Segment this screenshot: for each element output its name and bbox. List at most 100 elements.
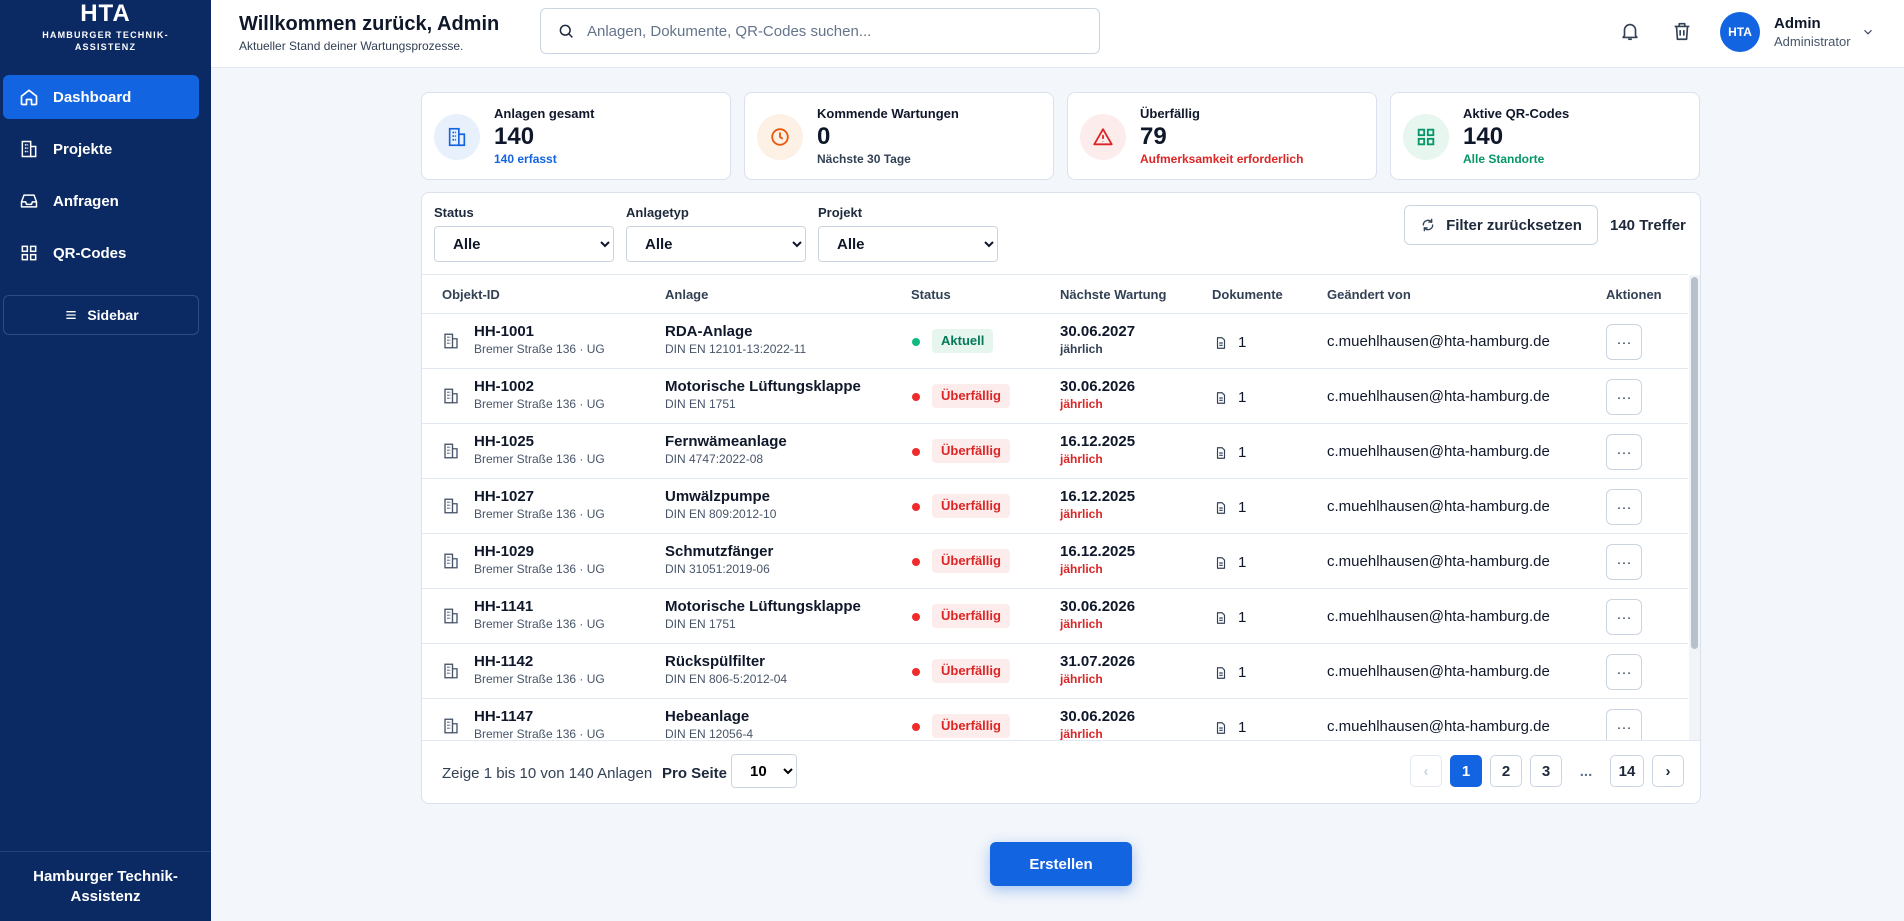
more-actions-button[interactable]: ··· <box>1606 544 1642 580</box>
object-location: Bremer Straße 136 · UG <box>474 397 605 411</box>
next-maintenance-date: 31.07.2026 <box>1060 653 1136 670</box>
stat-value: 0 <box>817 123 831 150</box>
sidebar-item-anfragen[interactable]: Anfragen <box>3 179 199 223</box>
table-row[interactable]: HH-1025 Bremer Straße 136 · UG Fernwämeanl… <box>422 424 1688 479</box>
document-icon <box>1216 611 1226 624</box>
stat-card-qr-codes: Aktive QR-Codes 140 Alle Standorte <box>1390 92 1700 180</box>
next-page-button[interactable]: › <box>1652 755 1684 787</box>
more-actions-button[interactable]: ··· <box>1606 379 1642 415</box>
next-maintenance-date: 30.06.2026 <box>1060 598 1136 615</box>
object-id[interactable]: HH-1141 <box>474 598 534 615</box>
object-id[interactable]: HH-1025 <box>474 433 535 450</box>
object-id[interactable]: HH-1029 <box>474 543 535 560</box>
object-id[interactable]: HH-1147 <box>474 708 534 725</box>
sidebar-item-label: QR-Codes <box>53 244 127 262</box>
document-count[interactable]: 1 <box>1214 554 1246 571</box>
status-select[interactable]: Alle <box>434 226 614 262</box>
document-icon <box>1216 556 1226 569</box>
column-header: Aktionen <box>1606 287 1662 302</box>
document-count[interactable]: 1 <box>1214 609 1246 626</box>
asset-norm: DIN EN 809:2012-10 <box>665 507 777 521</box>
sidebar-item-qr-codes[interactable]: QR-Codes <box>3 231 199 275</box>
create-button[interactable]: Erstellen <box>990 842 1132 886</box>
document-count[interactable]: 1 <box>1214 719 1246 736</box>
column-header[interactable]: Anlage <box>665 287 709 302</box>
search-input[interactable] <box>587 22 1067 40</box>
document-count[interactable]: 1 <box>1214 389 1246 406</box>
status-badge: Überfällig <box>932 384 1010 408</box>
asset-name: Rückspülfilter <box>665 653 766 670</box>
table-scrollbar[interactable] <box>1689 275 1700 740</box>
bell-icon[interactable] <box>1619 20 1641 42</box>
type-select[interactable]: Alle <box>626 226 806 262</box>
qr-grid-icon <box>1417 128 1435 146</box>
column-header[interactable]: Dokumente <box>1212 287 1283 302</box>
object-id[interactable]: HH-1142 <box>474 653 534 670</box>
scrollbar-thumb[interactable] <box>1691 277 1698 649</box>
table-row[interactable]: HH-1001 Bremer Straße 136 · UG RDA-Anlage D… <box>422 314 1688 369</box>
pagination-ellipsis: ... <box>1579 762 1593 780</box>
building-icon <box>444 443 458 459</box>
next-maintenance-date: 30.06.2027 <box>1060 323 1136 340</box>
page-button-last[interactable]: 14 <box>1610 755 1644 787</box>
column-header[interactable]: Status <box>911 287 951 302</box>
column-header[interactable]: Nächste Wartung <box>1060 287 1167 302</box>
page-button-3[interactable]: 3 <box>1530 755 1562 787</box>
table-row[interactable]: HH-1141 Bremer Straße 136 · UG Motorische … <box>422 589 1688 644</box>
table-row[interactable]: HH-1027 Bremer Straße 136 · UG Umwälzpumpe… <box>422 479 1688 534</box>
user-menu[interactable]: HTA Admin Administrator <box>1720 12 1875 52</box>
clock-icon <box>771 128 789 146</box>
document-count[interactable]: 1 <box>1214 664 1246 681</box>
object-location: Bremer Straße 136 · UG <box>474 562 605 576</box>
changed-by: c.muehlhausen@hta-hamburg.de <box>1327 498 1550 515</box>
user-role: Administrator <box>1774 34 1851 49</box>
more-actions-button[interactable]: ··· <box>1606 434 1642 470</box>
document-icon <box>1216 501 1226 514</box>
object-id[interactable]: HH-1002 <box>474 378 535 395</box>
document-count[interactable]: 1 <box>1214 499 1246 516</box>
column-header[interactable]: Geändert von <box>1327 287 1411 302</box>
next-maintenance-date: 16.12.2025 <box>1060 433 1136 450</box>
building-icon <box>444 553 458 569</box>
sidebar-item-dashboard[interactable]: Dashboard <box>3 75 199 119</box>
asset-name: Fernwämeanlage <box>665 433 787 450</box>
page-button-1[interactable]: 1 <box>1450 755 1482 787</box>
column-header[interactable]: Objekt-ID <box>442 287 500 302</box>
asset-name: Motorische Lüftungsklappe <box>665 598 861 615</box>
object-id[interactable]: HH-1027 <box>474 488 535 505</box>
document-count[interactable]: 1 <box>1214 444 1246 461</box>
table-row[interactable]: HH-1147 Bremer Straße 136 · UG Hebeanlage D… <box>422 699 1688 740</box>
building-icon <box>444 333 458 349</box>
trash-icon[interactable] <box>1671 20 1693 42</box>
next-maintenance-date: 16.12.2025 <box>1060 488 1136 505</box>
stat-hint: Aufmerksamkeit erforderlich <box>1140 152 1304 166</box>
more-actions-button[interactable]: ··· <box>1606 709 1642 740</box>
per-page-label: Pro Seite <box>662 765 728 782</box>
page-subtitle: Aktueller Stand deiner Wartungsprozesse. <box>239 39 464 53</box>
search-bar[interactable] <box>540 8 1100 54</box>
reset-filter-button[interactable]: Filter zurücksetzen <box>1404 205 1598 245</box>
stat-label: Kommende Wartungen <box>817 106 959 121</box>
page-button-2[interactable]: 2 <box>1490 755 1522 787</box>
more-actions-button[interactable]: ··· <box>1606 324 1642 360</box>
changed-by: c.muehlhausen@hta-hamburg.de <box>1327 553 1550 570</box>
sidebar-toggle-button[interactable]: Sidebar <box>3 295 199 335</box>
table-row[interactable]: HH-1002 Bremer Straße 136 · UG Motorische … <box>422 369 1688 424</box>
sidebar-item-projekte[interactable]: Projekte <box>3 127 199 171</box>
stat-value: 79 <box>1140 123 1167 150</box>
prev-page-button[interactable]: ‹ <box>1410 755 1442 787</box>
building-icon <box>444 498 458 514</box>
building-icon <box>444 718 458 734</box>
per-page-select[interactable]: 10 <box>731 754 797 788</box>
stat-value: 140 <box>494 123 535 150</box>
document-count[interactable]: 1 <box>1214 334 1246 351</box>
more-actions-button[interactable]: ··· <box>1606 654 1642 690</box>
table-row[interactable]: HH-1142 Bremer Straße 136 · UG Rückspülfil… <box>422 644 1688 699</box>
asset-norm: DIN EN 806-5:2012-04 <box>665 672 788 686</box>
more-actions-button[interactable]: ··· <box>1606 489 1642 525</box>
table-row[interactable]: HH-1029 Bremer Straße 136 · UG Schmutzfäng… <box>422 534 1688 589</box>
project-select[interactable]: Alle <box>818 226 998 262</box>
type-filter-label: Anlagetyp <box>626 205 689 220</box>
object-id[interactable]: HH-1001 <box>474 323 535 340</box>
more-actions-button[interactable]: ··· <box>1606 599 1642 635</box>
